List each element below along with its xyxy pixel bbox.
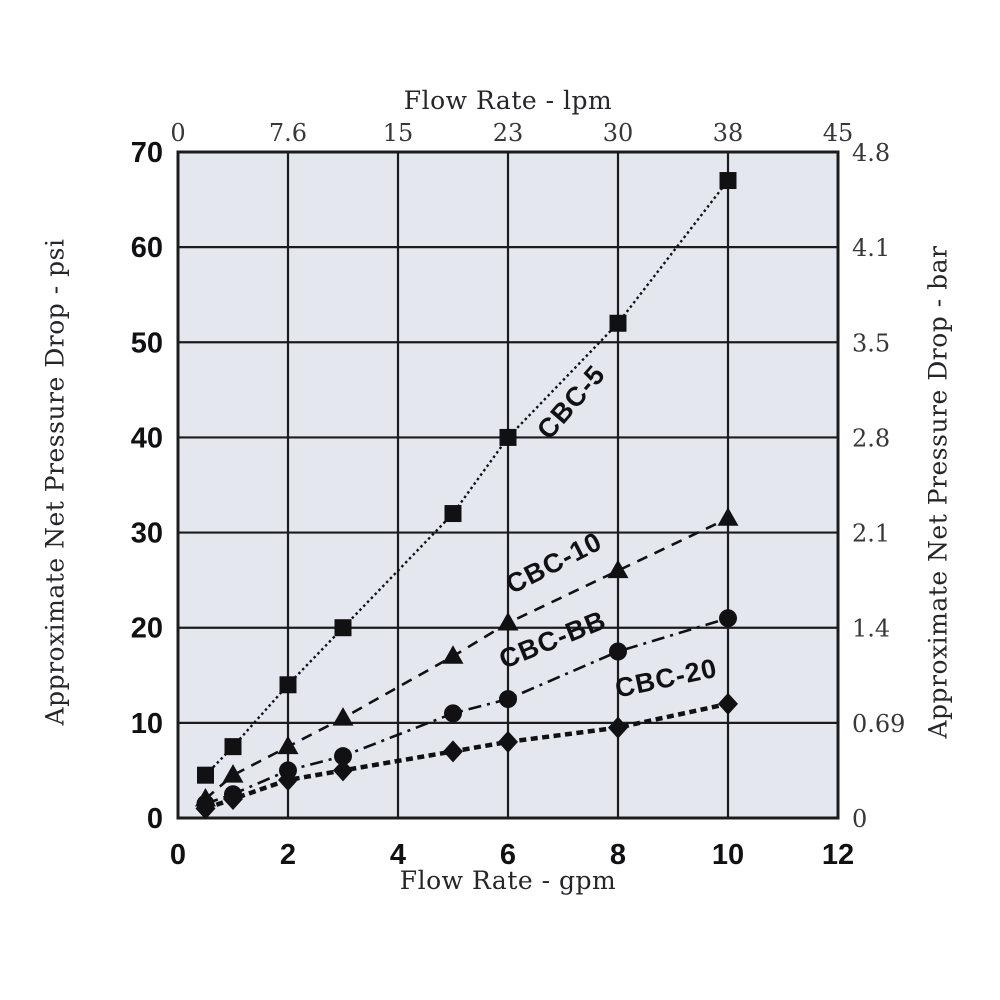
left-axis-tick: 40 (131, 422, 163, 454)
bottom-axis-title: Flow Rate - gpm (399, 866, 617, 895)
right-axis-tick: 4.8 (852, 139, 890, 167)
left-axis-tick: 70 (131, 137, 163, 169)
top-axis-tick: 38 (713, 119, 744, 147)
plot-border (176, 150, 840, 820)
top-axis-tick: 23 (493, 119, 524, 147)
right-axis-tick: 1.4 (852, 615, 890, 643)
top-axis-tick: 15 (383, 119, 414, 147)
left-axis-tick: 10 (131, 708, 163, 740)
top-axis-tick: 0 (170, 119, 185, 147)
right-axis-title: Approximate Net Pressure Drop - bar (923, 245, 953, 739)
cbc-10-line (204, 517, 729, 800)
right-axis-tick: 2.8 (852, 424, 890, 452)
bottom-axis-tick: 8 (610, 839, 626, 871)
top-axis-tick: 30 (603, 119, 634, 147)
cbc-20-line (204, 701, 729, 811)
right-axis-tick: 2.1 (852, 520, 890, 548)
top-axis-tick: 45 (823, 119, 854, 147)
left-axis-tick: 0 (147, 803, 163, 835)
right-axis-tick: 0.69 (852, 710, 905, 738)
bottom-axis-tick: 12 (822, 839, 854, 871)
top-axis-title: Flow Rate - lpm (403, 86, 613, 115)
bottom-axis-tick: 0 (170, 839, 186, 871)
left-axis-tick: 20 (131, 613, 163, 645)
bottom-axis-tick: 6 (500, 839, 516, 871)
cbc-bb-line (205, 616, 729, 805)
right-axis-tick: 0 (852, 805, 867, 833)
bottom-axis-tick: 10 (712, 839, 744, 871)
bottom-axis-tick: 4 (390, 839, 406, 871)
tick-labels: 0 7.6 15 23 30 38 45 0 2 4 6 8 10 12 70 60 50 40 30 20 10 0 4.… (131, 119, 906, 871)
left-axis-tick: 30 (131, 518, 163, 550)
left-axis-title: Approximate Net Pressure Drop - psi (40, 238, 70, 726)
right-axis-tick: 4.1 (852, 234, 890, 262)
top-axis-tick: 7.6 (269, 119, 307, 147)
left-axis-tick: 60 (131, 232, 163, 264)
right-axis-tick: 3.5 (852, 329, 890, 357)
bottom-axis-tick: 2 (280, 839, 296, 871)
cbc-5-line (204, 179, 729, 777)
left-axis-tick: 50 (131, 327, 163, 359)
